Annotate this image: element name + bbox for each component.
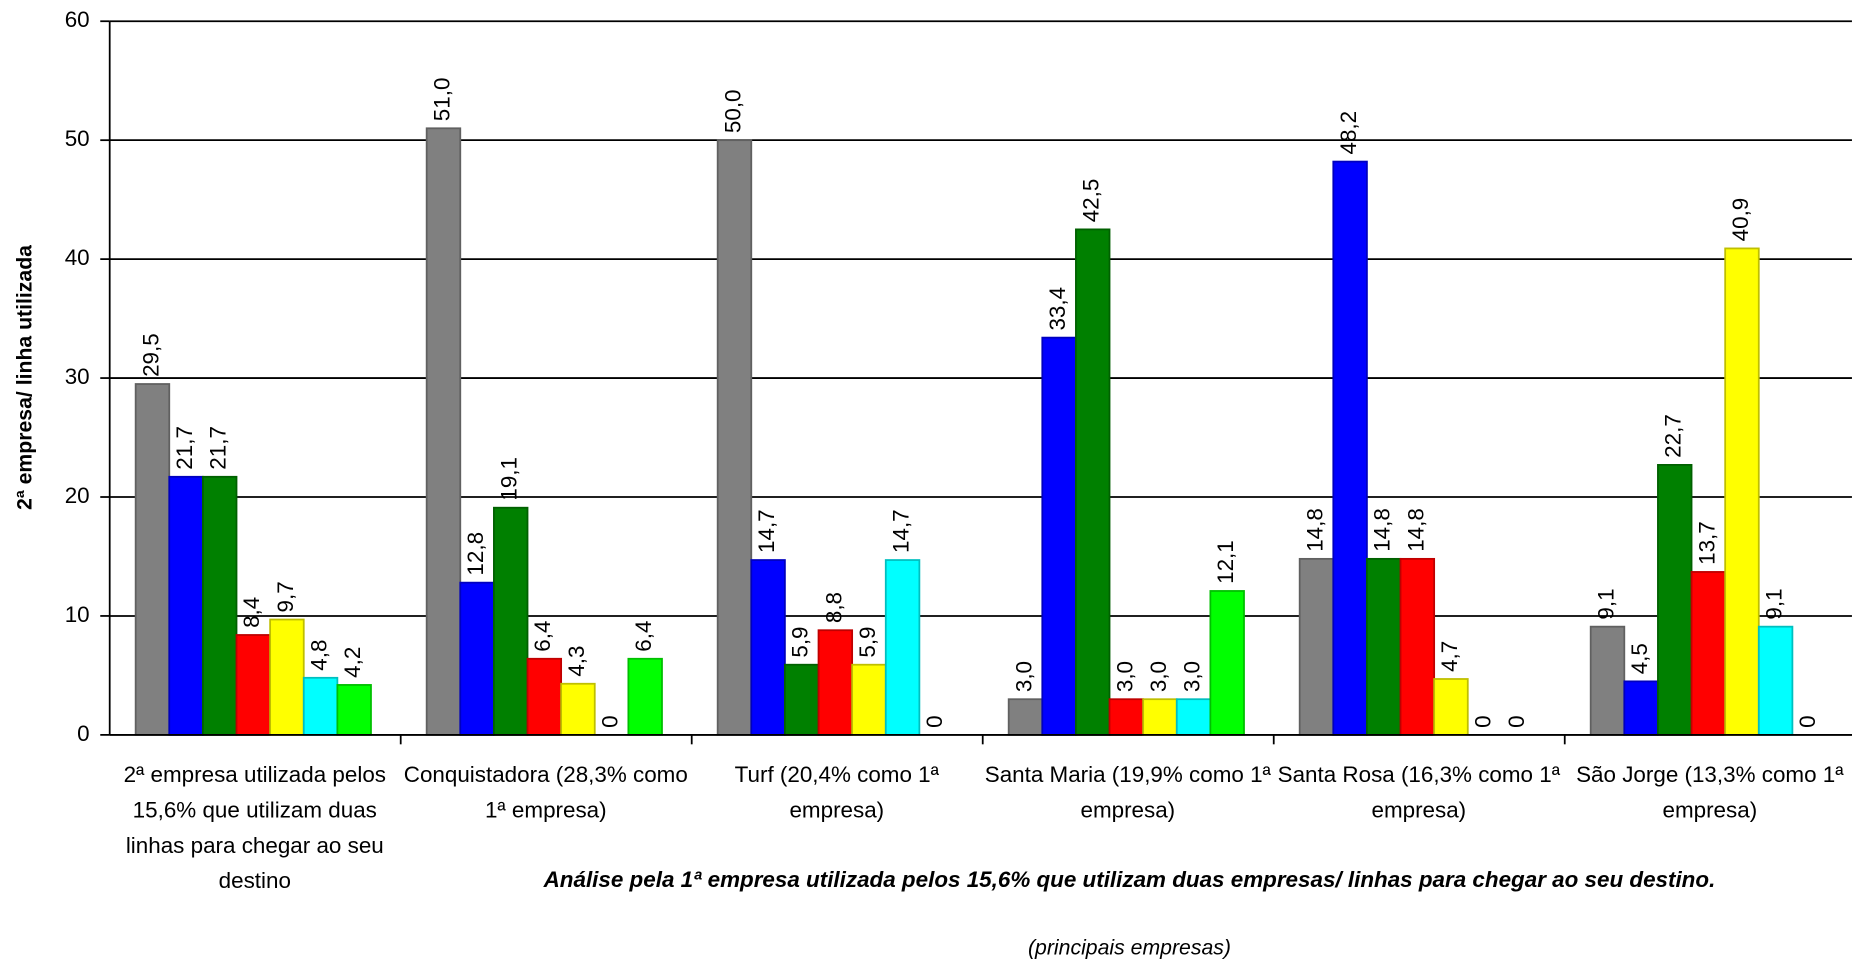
data-label: 0 — [922, 715, 947, 727]
data-label: 4,7 — [1437, 641, 1462, 672]
data-label: 12,8 — [463, 532, 488, 576]
bar — [134, 383, 171, 736]
bar — [1142, 698, 1178, 736]
bar — [1007, 698, 1044, 736]
data-label: 0 — [1504, 715, 1529, 727]
bar — [1724, 247, 1760, 736]
bar — [493, 506, 529, 736]
bar — [1657, 464, 1693, 736]
data-label: 21,7 — [206, 426, 231, 470]
bar — [784, 663, 820, 736]
data-label: 13,7 — [1694, 521, 1719, 565]
bar — [1108, 698, 1145, 736]
bar — [235, 634, 272, 736]
bar — [336, 684, 372, 736]
y-tick-label: 30 — [65, 364, 90, 389]
x-tick-label: Conquistadora (28,3% como 1ª empresa) — [403, 763, 688, 824]
data-label: 4,2 — [340, 647, 365, 678]
data-label: 22,7 — [1661, 414, 1686, 458]
data-label: 19,1 — [497, 457, 522, 501]
bar — [716, 139, 753, 736]
bar — [817, 629, 854, 736]
data-label: 14,8 — [1403, 508, 1428, 552]
bar — [1332, 160, 1368, 736]
y-tick-label: 0 — [77, 721, 89, 746]
data-label: 48,2 — [1336, 111, 1361, 155]
data-label: 0 — [597, 715, 622, 727]
data-label: 33,4 — [1045, 287, 1070, 331]
bar — [1175, 698, 1212, 736]
data-label: 4,3 — [564, 646, 589, 677]
chart-title: Análise pela 1ª empresa utilizada pelos … — [543, 868, 1716, 893]
bar — [269, 618, 305, 736]
data-label: 3,0 — [1011, 661, 1036, 692]
bar — [526, 657, 563, 736]
chart-subtitle: (principais empresas) — [1027, 935, 1231, 960]
bar — [627, 657, 663, 736]
data-label: 12,1 — [1213, 540, 1238, 584]
data-label: 4,8 — [306, 640, 331, 671]
bar — [1757, 625, 1794, 736]
data-label: 8,8 — [821, 592, 846, 623]
data-label: 14,7 — [888, 509, 913, 553]
bar — [1075, 228, 1111, 736]
data-label: 0 — [1795, 715, 1820, 727]
y-tick-label: 50 — [65, 126, 90, 151]
data-label: 5,9 — [788, 626, 813, 657]
bar — [459, 581, 495, 736]
data-label: 14,8 — [1370, 508, 1395, 552]
data-label: 42,5 — [1079, 179, 1104, 223]
data-label: 14,8 — [1302, 508, 1327, 552]
bar — [1399, 557, 1436, 736]
data-label: 9,7 — [273, 581, 298, 612]
bar — [1366, 557, 1402, 736]
bar — [1433, 678, 1469, 736]
bar — [560, 682, 596, 736]
bar — [425, 127, 462, 736]
bar — [168, 475, 204, 736]
bar — [884, 559, 921, 736]
bar — [1298, 557, 1335, 736]
data-label: 50,0 — [720, 89, 745, 133]
data-label: 5,9 — [855, 626, 880, 657]
data-label: 9,1 — [1593, 588, 1618, 619]
y-tick-label: 20 — [65, 483, 90, 508]
x-tick-label: Santa Maria (19,9% como 1ª empresa) — [984, 763, 1271, 824]
data-label: 51,0 — [429, 78, 454, 122]
data-label: 3,0 — [1112, 661, 1137, 692]
bar — [750, 559, 786, 736]
data-label: 3,0 — [1180, 661, 1205, 692]
bar — [1589, 625, 1626, 736]
data-label: 3,0 — [1146, 661, 1171, 692]
data-label: 6,4 — [530, 621, 555, 652]
y-tick-label: 10 — [65, 602, 90, 627]
data-label: 21,7 — [172, 426, 197, 470]
bar — [1690, 571, 1727, 736]
bar — [1623, 680, 1659, 736]
data-label: 29,5 — [138, 333, 163, 377]
bar — [851, 663, 887, 736]
bar — [302, 676, 339, 736]
data-label: 6,4 — [631, 621, 656, 652]
x-tick-label: Santa Rosa (16,3% como 1ª empresa) — [1277, 763, 1561, 824]
x-tick-label: São Jorge (13,3% como 1ª empresa) — [1576, 763, 1844, 824]
data-label: 4,5 — [1627, 643, 1652, 674]
data-label: 14,7 — [754, 509, 779, 553]
x-tick-label: 2ª empresa utilizada pelos 15,6% que uti… — [123, 763, 387, 895]
y-axis-label: 2ª empresa/ linha utilizada — [14, 245, 37, 510]
data-label: 40,9 — [1728, 198, 1753, 242]
data-label: 0 — [1471, 715, 1496, 727]
data-label: 9,1 — [1762, 588, 1787, 619]
y-tick-label: 40 — [65, 245, 90, 270]
data-label: 8,4 — [239, 597, 264, 628]
y-tick-label: 60 — [65, 7, 90, 32]
bar — [1041, 336, 1077, 736]
bar — [202, 475, 238, 736]
x-tick-label: Turf (20,4% como 1ª empresa) — [734, 763, 939, 824]
bar — [1209, 590, 1245, 736]
